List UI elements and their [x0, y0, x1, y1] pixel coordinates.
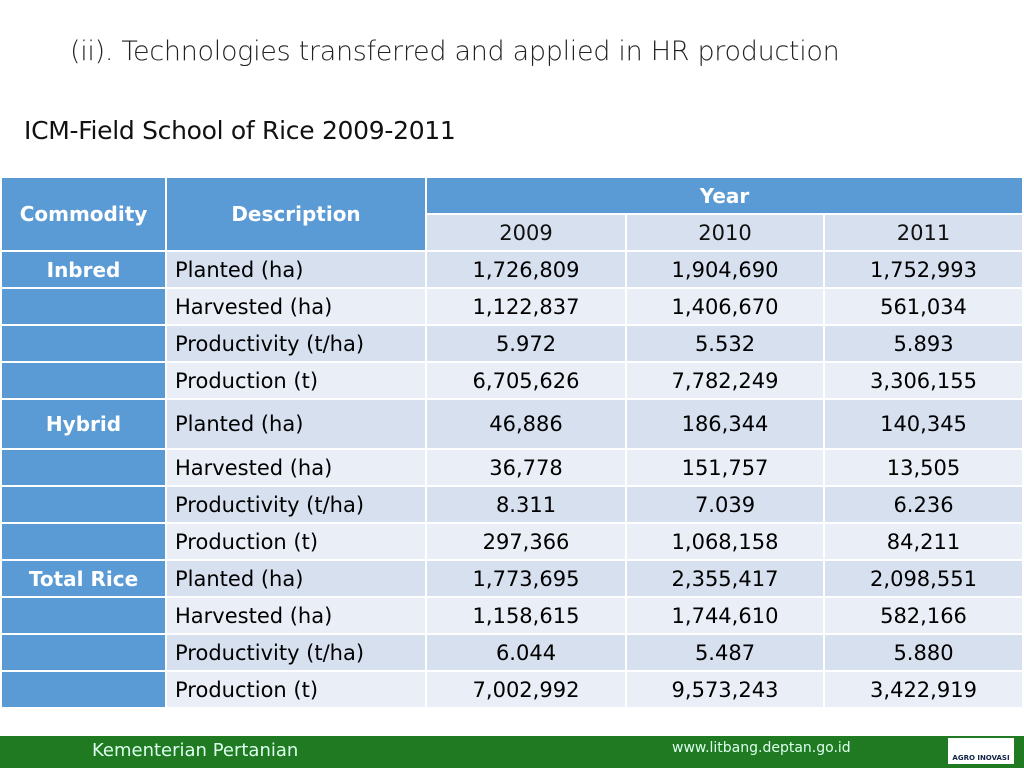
- commodity-cell: [0, 324, 167, 363]
- value-cell: 1,068,158: [625, 522, 825, 561]
- commodity-cell: [0, 522, 167, 561]
- column-header: Description: [165, 176, 427, 252]
- footer: Kementerian Pertanian www.litbang.deptan…: [0, 736, 1024, 768]
- commodity-cell: [0, 361, 167, 400]
- value-cell: 7,002,992: [425, 670, 627, 709]
- value-cell: 9,573,243: [625, 670, 825, 709]
- data-row: Production (t) 297,366 1,068,158 84,211: [0, 522, 1024, 561]
- data-row: Productivity (t/ha) 8.311 7.039 6.236: [0, 485, 1024, 524]
- value-cell: 36,778: [425, 448, 627, 487]
- description-cell: Production (t): [165, 361, 427, 400]
- title: (ii). Technologies transferred and appli…: [70, 36, 840, 67]
- year-cell: 2009: [425, 213, 627, 252]
- value-cell: 1,158,615: [425, 596, 627, 635]
- data-row: Harvested (ha) 1,158,615 1,744,610 582,166: [0, 596, 1024, 635]
- description-cell: Productivity (t/ha): [165, 633, 427, 672]
- value-cell: 3,422,919: [823, 670, 1024, 709]
- value-cell: 7.039: [625, 485, 825, 524]
- data-row: Production (t) 6,705,626 7,782,249 3,306,15…: [0, 361, 1024, 400]
- column-header: Commodity: [0, 176, 167, 252]
- description-cell: Planted (ha): [165, 398, 427, 450]
- commodity-cell: Inbred: [0, 250, 167, 289]
- commodity-cell: Hybrid: [0, 398, 167, 450]
- value-cell: 6.044: [425, 633, 627, 672]
- value-cell: 2,355,417: [625, 559, 825, 598]
- value-cell: 46,886: [425, 398, 627, 450]
- commodity-cell: [0, 633, 167, 672]
- value-cell: 1,406,670: [625, 287, 825, 326]
- year-header: Year: [425, 176, 1024, 215]
- value-cell: 151,757: [625, 448, 825, 487]
- ministry: Kementerian Pertanian: [92, 740, 299, 761]
- brand: AGRO INOVASI: [948, 738, 1014, 764]
- data-row: Total Rice Planted (ha) 1,773,695 2,355,417…: [0, 559, 1024, 598]
- value-cell: 1,752,993: [823, 250, 1024, 289]
- value-cell: 297,366: [425, 522, 627, 561]
- description-cell: Production (t): [165, 670, 427, 709]
- value-cell: 140,345: [823, 398, 1024, 450]
- description-cell: Planted (ha): [165, 559, 427, 598]
- description-cell: Productivity (t/ha): [165, 324, 427, 363]
- data-row: Productivity (t/ha) 6.044 5.487 5.880: [0, 633, 1024, 672]
- commodity-cell: [0, 670, 167, 709]
- description-cell: Production (t): [165, 522, 427, 561]
- data-row: Inbred Planted (ha) 1,726,809 1,904,690 1,75…: [0, 250, 1024, 289]
- data-row: Hybrid Planted (ha) 46,886 186,344 140,345: [0, 398, 1024, 450]
- value-cell: 561,034: [823, 287, 1024, 326]
- value-cell: 84,211: [823, 522, 1024, 561]
- data-row: Production (t) 7,002,992 9,573,243 3,422,91…: [0, 670, 1024, 709]
- value-cell: 6.236: [823, 485, 1024, 524]
- value-cell: 5.880: [823, 633, 1024, 672]
- value-cell: 3,306,155: [823, 361, 1024, 400]
- website: www.litbang.deptan.go.id: [672, 740, 851, 756]
- header-row: Commodity Description Year: [0, 176, 1024, 252]
- value-cell: 1,744,610: [625, 596, 825, 635]
- commodity-cell: [0, 287, 167, 326]
- value-cell: 1,773,695: [425, 559, 627, 598]
- value-cell: 186,344: [625, 398, 825, 450]
- commodity-cell: [0, 596, 167, 635]
- commodity-cell: [0, 448, 167, 487]
- value-cell: 5.893: [823, 324, 1024, 363]
- year-row: 2009 2010 2011: [1, 213, 1024, 252]
- value-cell: 5.532: [625, 324, 825, 363]
- description-cell: Harvested (ha): [165, 287, 427, 326]
- value-cell: 582,166: [823, 596, 1024, 635]
- data-table: Commodity Description Year 2009 2010 2011 Inbr…: [0, 176, 1024, 709]
- value-cell: 1,122,837: [425, 287, 627, 326]
- value-cell: 2,098,551: [823, 559, 1024, 598]
- data-row: Harvested (ha) 36,778 151,757 13,505: [0, 448, 1024, 487]
- value-cell: 5.972: [425, 324, 627, 363]
- data-row: Productivity (t/ha) 5.972 5.532 5.893: [0, 324, 1024, 363]
- data-row: Harvested (ha) 1,122,837 1,406,670 561,034: [0, 287, 1024, 326]
- value-cell: 1,904,690: [625, 250, 825, 289]
- value-cell: 5.487: [625, 633, 825, 672]
- value-cell: 8.311: [425, 485, 627, 524]
- year-cell: 2010: [625, 213, 825, 252]
- value-cell: 7,782,249: [625, 361, 825, 400]
- description-cell: Planted (ha): [165, 250, 427, 289]
- subtitle: ICM-Field School of Rice 2009-2011: [24, 116, 456, 145]
- commodity-cell: Total Rice: [0, 559, 167, 598]
- description-cell: Harvested (ha): [165, 448, 427, 487]
- year-cell: 2011: [823, 213, 1024, 252]
- description-cell: Harvested (ha): [165, 596, 427, 635]
- description-cell: Productivity (t/ha): [165, 485, 427, 524]
- commodity-cell: [0, 485, 167, 524]
- value-cell: 6,705,626: [425, 361, 627, 400]
- value-cell: 13,505: [823, 448, 1024, 487]
- value-cell: 1,726,809: [425, 250, 627, 289]
